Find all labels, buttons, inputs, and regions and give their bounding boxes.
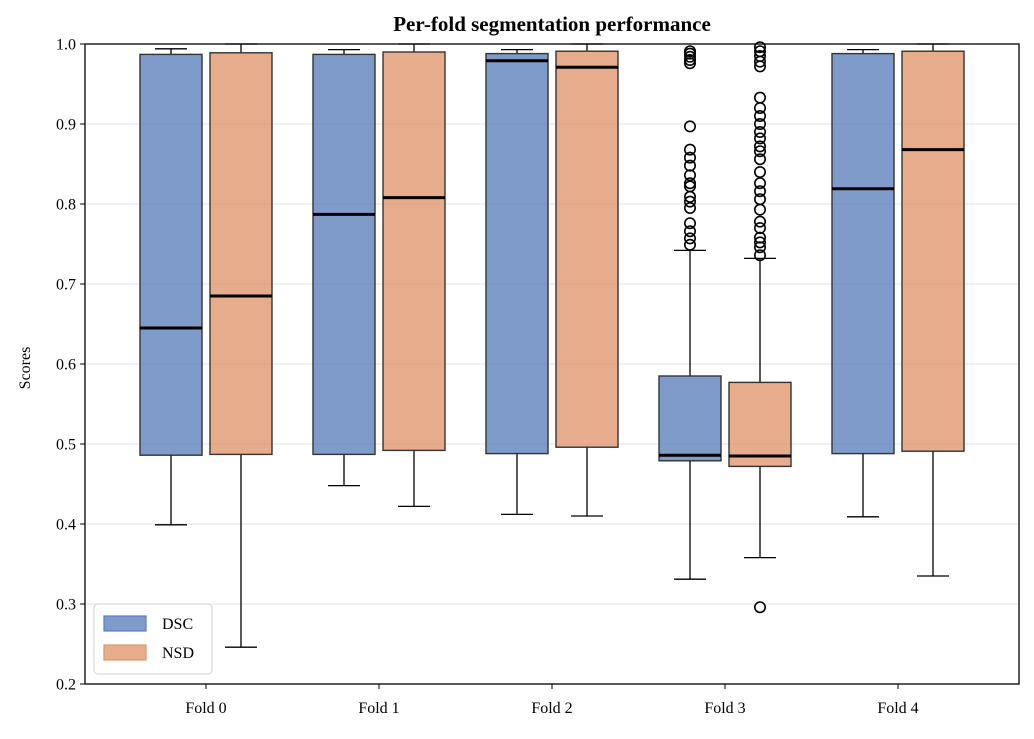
box-nsd-2 <box>555 43 619 517</box>
outlier-point <box>753 166 766 179</box>
outlier-point <box>683 232 696 245</box>
outlier-point <box>753 140 766 153</box>
y-axis: 0.2 0.3 0.4 0.5 0.6 0.7 0.8 0.9 1.0 <box>56 37 85 694</box>
y-tick-label: 0.7 <box>56 277 76 294</box>
box-dsc-3 <box>658 45 722 580</box>
outlier-point <box>683 120 696 133</box>
y-tick-label: 0.3 <box>56 597 76 614</box>
y-tick-label: 0.8 <box>56 197 76 214</box>
outlier-point <box>753 41 766 54</box>
legend: DSC NSD <box>93 603 213 675</box>
outlier-point <box>683 151 696 164</box>
outlier-point <box>753 601 766 614</box>
outlier-point <box>753 91 766 104</box>
legend-swatch-nsd <box>103 644 147 661</box>
box-body <box>382 51 446 452</box>
outlier-point <box>753 203 766 216</box>
y-tick-label: 0.9 <box>56 117 76 134</box>
outlier-point <box>753 126 766 139</box>
outlier-point <box>753 215 766 228</box>
plot-area <box>139 41 965 648</box>
legend-swatch-dsc <box>103 615 147 632</box>
box-dsc-2 <box>485 48 549 516</box>
outlier-point <box>753 153 766 166</box>
box-body <box>209 52 273 456</box>
outlier-point <box>683 177 696 190</box>
box-nsd-0 <box>209 43 273 648</box>
outlier-point <box>683 50 696 63</box>
x-tick-label: Fold 4 <box>877 700 918 717</box>
box-nsd-4 <box>901 43 965 577</box>
legend-label-dsc: DSC <box>162 616 193 633</box>
y-tick-label: 0.4 <box>56 517 76 534</box>
outlier-point <box>753 110 766 123</box>
box-dsc-1 <box>312 48 376 487</box>
outlier-point <box>683 143 696 156</box>
legend-label-nsd: NSD <box>162 645 194 662</box>
y-tick-label: 0.6 <box>56 357 76 374</box>
y-tick-label: 0.2 <box>56 677 76 694</box>
box-body <box>658 375 722 462</box>
outlier-point <box>683 45 696 58</box>
x-tick-label: Fold 3 <box>704 700 745 717</box>
box-nsd-3 <box>728 41 792 614</box>
box-nsd-1 <box>382 43 446 508</box>
box-body <box>901 50 965 452</box>
x-tick-label: Fold 1 <box>358 700 399 717</box>
outlier-point <box>683 169 696 182</box>
outlier-point <box>753 49 766 62</box>
outlier-point <box>683 202 696 215</box>
y-axis-label: Scores <box>17 347 34 390</box>
outlier-point <box>753 193 766 206</box>
outlier-point <box>683 53 696 66</box>
box-body <box>139 53 203 456</box>
box-dsc-0 <box>139 48 203 526</box>
outlier-point <box>683 217 696 230</box>
box-body <box>831 52 895 455</box>
outlier-point <box>753 222 766 235</box>
outlier-point <box>683 180 696 193</box>
legend-box <box>93 603 213 675</box>
box-dsc-4 <box>831 48 895 518</box>
outlier-point <box>753 236 766 249</box>
outlier-point <box>683 195 696 208</box>
x-tick-label: Fold 2 <box>531 700 572 717</box>
outlier-point <box>683 159 696 172</box>
outlier-point <box>753 241 766 254</box>
outlier-point <box>683 238 696 251</box>
chart-title: Per-fold segmentation performance <box>393 12 711 36</box>
box-body <box>485 52 549 455</box>
x-tick-label: Fold 0 <box>185 700 226 717</box>
y-tick-label: 0.5 <box>56 437 76 454</box>
box-body <box>555 50 619 448</box>
outlier-point <box>753 145 766 158</box>
outlier-point <box>753 132 766 145</box>
x-axis: Fold 0 Fold 1 Fold 2 Fold 3 Fold 4 <box>185 684 919 717</box>
outlier-point <box>753 185 766 198</box>
outlier-point <box>753 177 766 190</box>
outlier-point <box>753 118 766 131</box>
outlier-point <box>753 45 766 58</box>
outlier-point <box>753 249 766 262</box>
box-body <box>312 53 376 456</box>
y-tick-label: 1.0 <box>56 37 76 54</box>
outlier-point <box>753 102 766 115</box>
box-body <box>728 381 792 468</box>
outlier-point <box>683 225 696 238</box>
